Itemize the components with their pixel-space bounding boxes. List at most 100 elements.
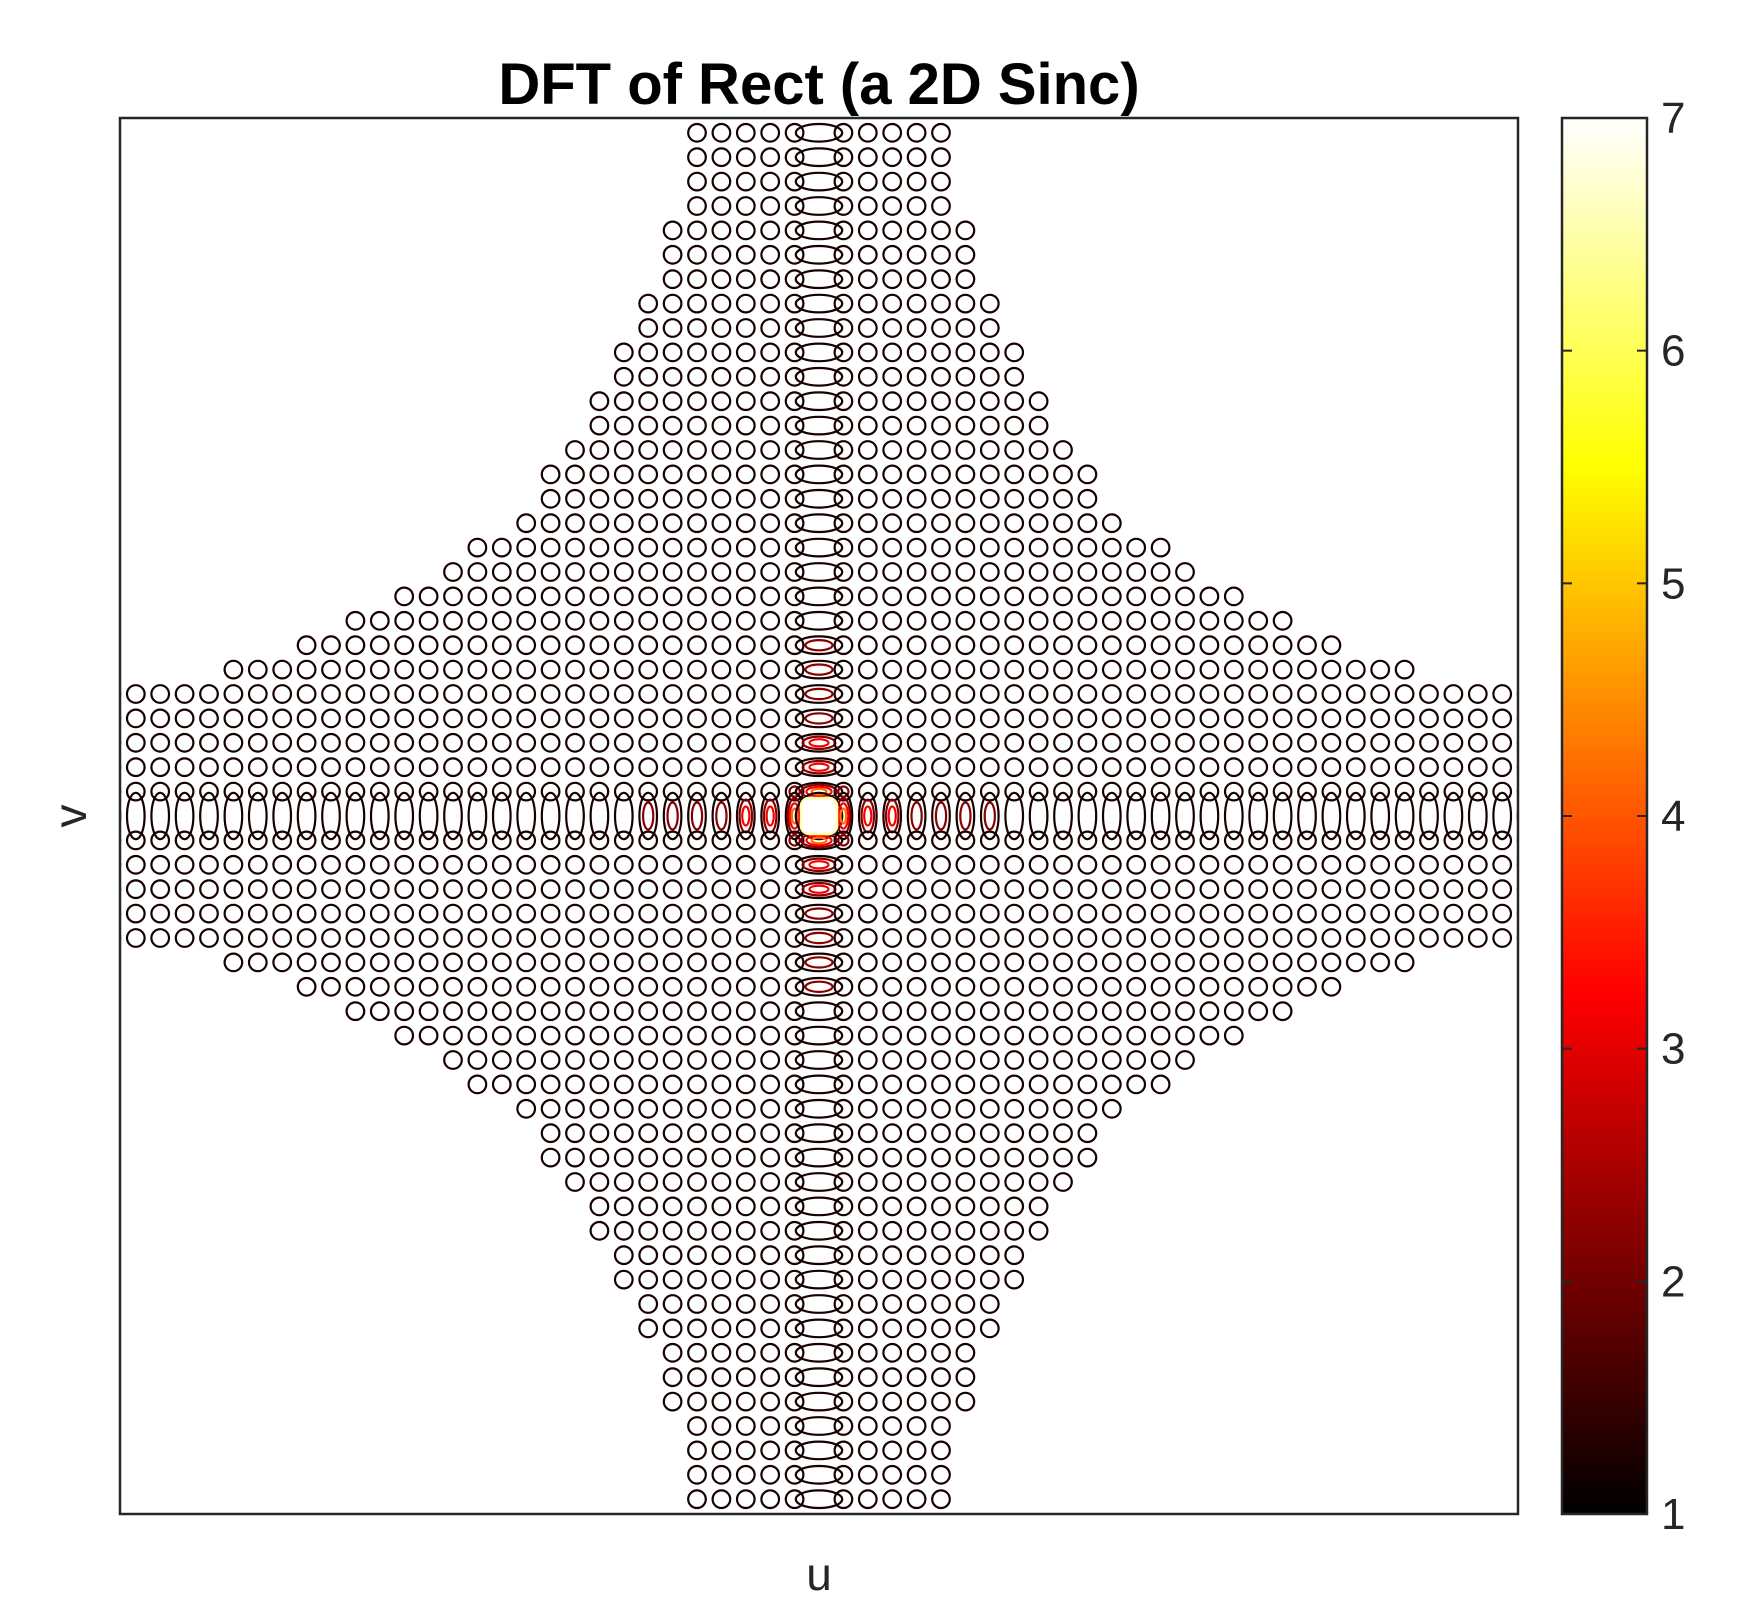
contour-ring <box>1004 903 1025 924</box>
contour-ring <box>1419 903 1439 924</box>
contour-ring <box>784 171 805 192</box>
contour-ring <box>296 879 317 900</box>
contour-ring <box>125 928 146 948</box>
contour-ring <box>784 1391 805 1412</box>
contour-ring <box>589 1147 610 1168</box>
contour-ring <box>979 952 1000 973</box>
contour-ring <box>694 1513 700 1514</box>
contour-ring <box>662 791 683 841</box>
contour-ring <box>467 830 488 851</box>
contour-ring <box>1004 1123 1025 1144</box>
contour-ring <box>247 757 268 778</box>
contour-ring <box>642 801 655 831</box>
contour-ring <box>1004 610 1025 631</box>
contour-ring <box>1321 928 1342 948</box>
contour-ring <box>784 1196 805 1217</box>
contour-ring <box>199 781 219 802</box>
contour-ring <box>1297 684 1317 704</box>
contour-ring <box>1175 732 1195 753</box>
contour-ring <box>760 244 781 265</box>
contour-ring <box>1028 757 1049 778</box>
contour-ring <box>662 1294 683 1314</box>
contour-ring <box>1150 708 1171 729</box>
contour-ring <box>540 537 561 558</box>
contour-ring <box>199 854 219 875</box>
contour-ring <box>150 684 171 704</box>
contour-ring <box>1150 1050 1171 1070</box>
contour-ring <box>955 1269 976 1290</box>
contour-ring <box>638 1245 659 1266</box>
contour-ring <box>955 732 976 753</box>
contour-ring <box>794 415 844 436</box>
colorbar-tick-label: 1 <box>1661 1490 1685 1539</box>
contour-ring <box>906 1269 927 1290</box>
contour-ring <box>443 830 463 851</box>
contour-ring <box>931 318 951 338</box>
contour-ring <box>882 903 903 924</box>
contour-ring <box>1272 903 1293 924</box>
contour-ring <box>1492 791 1513 841</box>
contour-ring <box>1223 830 1244 851</box>
contour-ring <box>1053 781 1073 802</box>
contour-ring <box>794 391 844 412</box>
contour-ring <box>589 488 610 509</box>
contour-ring <box>934 801 948 831</box>
contour-ring <box>882 1391 903 1412</box>
contour-ring <box>955 879 976 900</box>
contour-ring <box>345 830 366 851</box>
contour-ring <box>979 659 1000 680</box>
contour-ring <box>784 147 805 168</box>
contour-ring <box>516 635 537 656</box>
contour-ring <box>1492 830 1513 851</box>
contour-ring <box>394 684 415 704</box>
contour-ring <box>833 1147 854 1168</box>
contour-ring <box>804 956 834 969</box>
contour-ring <box>125 791 146 841</box>
contour-ring <box>516 562 537 582</box>
contour-ring <box>882 440 903 460</box>
contour-ring <box>794 708 844 729</box>
contour-ring <box>687 293 707 314</box>
contour-ring <box>735 440 756 460</box>
contour-ring <box>491 879 512 900</box>
contour-ring <box>443 635 463 656</box>
contour-ring <box>906 1367 927 1388</box>
contour-ring <box>784 318 805 338</box>
contour-ring <box>565 684 585 704</box>
contour-ring <box>955 1367 976 1388</box>
contour-ring <box>589 1074 610 1095</box>
contour-ring <box>443 610 463 631</box>
contour-ring <box>1053 976 1073 997</box>
contour-ring <box>1077 610 1098 631</box>
contour-ring <box>1297 781 1317 802</box>
contour-ring <box>662 830 683 851</box>
contour-ring <box>833 318 854 338</box>
contour-ring <box>120 762 122 773</box>
contour-ring <box>589 1001 610 1022</box>
contour-ring <box>833 147 854 168</box>
contour-ring <box>931 879 951 900</box>
contour-ring <box>784 488 805 509</box>
contour-ring <box>833 586 854 607</box>
contour-ring <box>711 488 732 509</box>
contour-ring <box>1077 928 1098 948</box>
contour-ring <box>1126 879 1147 900</box>
contour-ring <box>638 635 659 656</box>
contour-ring <box>1370 659 1391 680</box>
contour-ring <box>516 781 537 802</box>
contour-ring <box>1126 1001 1147 1022</box>
contour-ring <box>120 835 122 846</box>
contour-ring <box>369 635 390 656</box>
contour-ring <box>613 513 634 534</box>
contour-ring <box>833 1220 854 1241</box>
contour-ring <box>1053 1001 1073 1022</box>
contour-ring <box>760 1367 781 1388</box>
contour-ring <box>369 903 390 924</box>
contour-ring <box>955 513 976 534</box>
contour-ring <box>931 537 951 558</box>
contour-ring <box>1028 610 1049 631</box>
contour-ring <box>687 1489 707 1510</box>
contour-ring <box>1175 1025 1195 1046</box>
contour-ring <box>418 757 439 778</box>
contour-ring <box>857 1196 878 1217</box>
